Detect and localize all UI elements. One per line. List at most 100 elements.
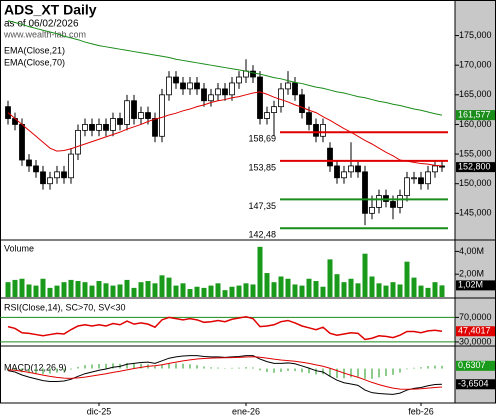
candle-body [5,106,11,119]
volume-bar [390,282,396,297]
histogram-bar [357,368,359,377]
value-label-box [456,326,495,337]
candle-body [33,165,39,173]
volume-bar [89,285,95,297]
histogram-bar [322,368,324,375]
candle-body [54,171,60,179]
candle-body [96,124,102,131]
candle-body [47,177,53,185]
volume-bar [5,282,11,297]
volume-bar [292,284,298,297]
y-tick-label: 4,00M [459,246,484,256]
histogram-bar [427,366,429,369]
volume-bar [26,284,32,297]
value-label: 0,6307 [458,360,486,370]
candle-body [334,165,340,179]
level-label: 158,69 [248,134,276,144]
candle-body [166,76,172,96]
histogram-bar [161,364,163,369]
histogram-bar [126,362,128,369]
candle-body [355,165,361,173]
y-tick-label: 175,000 [459,30,492,40]
volume-bar [54,285,60,297]
volume-bar [278,276,284,297]
candle-body [306,112,312,125]
histogram-bar [371,368,373,379]
volume-bar [222,290,228,297]
volume-bar [341,282,347,297]
volume-bar [166,277,172,297]
volume-bar [376,283,382,297]
level-label: 142,48 [248,230,276,240]
histogram-bar [7,368,9,370]
histogram-bar [420,367,422,369]
volume-bar [82,282,88,297]
histogram-bar [308,368,310,374]
volume-bar [194,286,200,297]
histogram-bar [189,364,191,369]
x-tick-label: dic-25 [87,406,112,416]
volume-bar [432,282,438,297]
candle-body [285,82,291,90]
candle-body [236,76,242,84]
volume-bar [313,281,319,297]
y-tick-label: 30,0000 [459,336,492,346]
legend-entry: EMA(Close,70) [4,57,65,67]
x-tick-label: feb-26 [408,406,434,416]
candle-body [271,106,277,113]
volume-bar [208,285,214,297]
subtitle: as of 06/02/2026 [4,19,79,30]
histogram-bar [175,363,177,369]
histogram-bar [84,365,86,369]
histogram-bar [91,364,93,369]
value-label: 161,577 [458,109,491,119]
volume-bar [271,282,277,297]
candle-body [61,171,67,179]
volume-bar [320,286,326,297]
volume-bar [257,246,263,297]
candle-body [222,88,228,96]
volume-bar [180,283,186,297]
histogram-bar [77,366,79,369]
candle-body [404,177,410,196]
y-tick-label: 160,000 [459,119,492,129]
histogram-bar [350,368,352,378]
candle-body [194,82,200,90]
candle-body [313,124,319,137]
histogram-bar [336,368,338,379]
candle-body [362,171,368,214]
histogram-bar [210,367,212,369]
candle-body [117,118,123,125]
candle-body [257,76,263,119]
candle-body [201,88,207,102]
histogram-bar [168,363,170,369]
candle-body [292,82,298,96]
candle-body [425,171,431,185]
histogram-bar [231,367,233,369]
panel-title: RSI(Close,14), SC>70, SV<30 [4,302,126,312]
value-label-box [456,379,495,390]
histogram-bar [112,363,114,369]
value-label: -3,6504 [458,379,489,389]
volume-bar [145,281,151,297]
histogram-bar [238,367,240,369]
level-label: 153,85 [248,162,276,172]
histogram-bar [154,366,156,369]
volume-bar [411,277,417,297]
candle-body [124,100,130,125]
volume-bar [159,275,165,297]
volume-bar [327,259,333,297]
candle-body [68,153,74,179]
volume-bar [397,284,403,297]
histogram-bar [434,365,436,369]
volume-bar [355,283,361,297]
candle-body [215,88,221,96]
volume-bar [383,285,389,297]
histogram-bar [266,368,268,373]
volume-bar [215,283,221,297]
histogram-bar [42,368,44,375]
legend-entry: EMA(Close,21) [4,45,65,55]
histogram-bar [217,367,219,369]
candle-body [152,118,158,137]
